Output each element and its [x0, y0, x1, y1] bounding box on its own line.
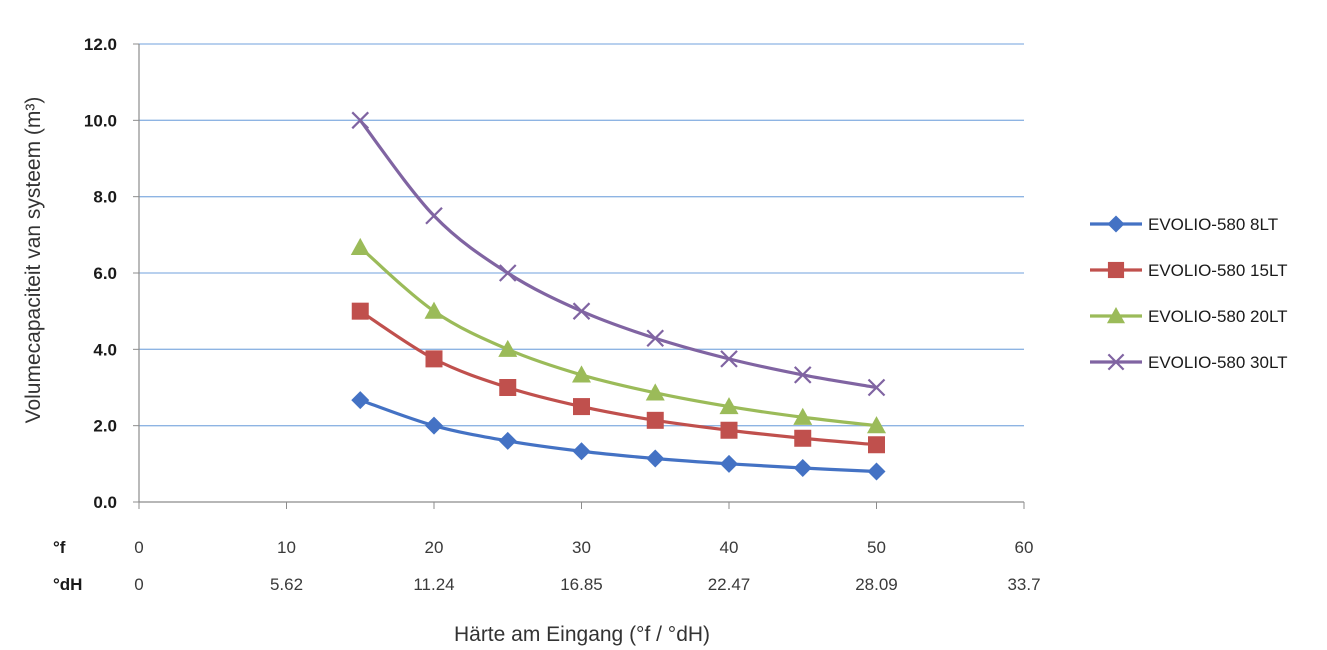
legend-marker [1107, 261, 1125, 279]
data-point [351, 302, 369, 320]
data-point [573, 398, 590, 416]
x-marker-stroke [572, 302, 591, 320]
data-point [499, 379, 517, 396]
data-point [867, 462, 886, 481]
data-point [425, 350, 443, 368]
y-tick-label: 10.0 [84, 111, 117, 130]
x-marker-stroke [351, 111, 370, 130]
data-point [425, 206, 443, 225]
data-point [720, 350, 738, 368]
legend-marker [1106, 306, 1126, 324]
data-point [498, 339, 518, 357]
legend-label: EVOLIO-580 30LT [1148, 353, 1288, 372]
data-point [720, 454, 738, 473]
data-point [572, 365, 591, 383]
y-tick-label: 6.0 [93, 264, 117, 283]
x-marker-stroke [1107, 353, 1125, 371]
data-point [351, 391, 370, 410]
x-tick-label: 0 [134, 575, 143, 594]
x-tick-label: 16.85 [560, 575, 603, 594]
series-4 [351, 111, 886, 397]
y-axis-title: Volumecapaciteit van systeem (m³) [22, 97, 45, 424]
data-point [424, 301, 444, 319]
data-point [645, 383, 665, 401]
data-point [572, 302, 591, 320]
data-point [793, 459, 812, 478]
y-tick-label: 2.0 [93, 417, 117, 436]
x-tick-label: 5.62 [270, 575, 303, 594]
data-point [498, 431, 517, 450]
x-tick-label: 30 [572, 538, 591, 557]
legend-item: EVOLIO-580 20LT [1090, 306, 1288, 326]
data-point [793, 407, 813, 425]
legend: EVOLIO-580 8LT EVOLIO-580 15LT EVOLIO-580 … [1090, 215, 1288, 372]
legend-label: EVOLIO-580 20LT [1148, 307, 1288, 326]
data-point [351, 111, 370, 130]
series-line [358, 245, 879, 428]
x-marker-stroke [425, 206, 443, 225]
x-tick-label: 28.09 [855, 575, 898, 594]
data-point [867, 416, 886, 434]
data-point [646, 329, 665, 348]
data-point [498, 264, 517, 282]
x-tick-label: 60 [1015, 538, 1034, 557]
series-group [350, 111, 886, 481]
data-point [719, 397, 739, 415]
legend-item: EVOLIO-580 15LT [1090, 261, 1288, 280]
x-tick-label: 22.47 [708, 575, 751, 594]
y-tick-labels: 0.0 2.0 4.0 6.0 8.0 10.0 12.0 [84, 35, 117, 512]
x-marker-stroke [720, 350, 738, 368]
x-row-label: °f [53, 538, 66, 557]
data-point [572, 442, 591, 461]
data-point [646, 449, 665, 468]
x-tick-labels: °f 0 10 20 30 40 50 60 °dH 0 5.62 11.24 16.85 22.47 28… [53, 538, 1041, 594]
y-tick-label: 12.0 [84, 35, 117, 54]
x-marker-stroke [867, 378, 886, 397]
x-tick-label: 33.7 [1007, 575, 1040, 594]
legend-marker [1107, 353, 1125, 371]
x-marker-stroke [646, 329, 665, 348]
legend-item: EVOLIO-580 30LT [1090, 353, 1288, 372]
legend-label: EVOLIO-580 8LT [1148, 215, 1278, 234]
series-2 [351, 302, 885, 454]
data-point [720, 421, 738, 439]
series-3 [350, 237, 886, 434]
x-tick-label: 0 [134, 538, 143, 557]
x-tick-label: 50 [867, 538, 886, 557]
y-tick-label: 0.0 [93, 493, 117, 512]
legend-marker [1107, 215, 1125, 233]
data-point [793, 366, 812, 384]
data-point [794, 429, 812, 447]
series-1 [351, 391, 886, 481]
data-point [425, 416, 443, 435]
axes [133, 43, 1025, 509]
data-point [646, 411, 664, 429]
x-marker-stroke [793, 366, 812, 384]
legend-label: EVOLIO-580 15LT [1148, 261, 1288, 280]
x-tick-label: 10 [277, 538, 296, 557]
y-tick-label: 4.0 [93, 340, 117, 359]
x-row-label: °dH [53, 575, 82, 594]
x-marker-stroke [498, 264, 517, 282]
data-point [867, 378, 886, 397]
series-line [358, 118, 879, 390]
data-point [350, 237, 370, 256]
y-tick-label: 8.0 [93, 188, 117, 207]
x-tick-label: 40 [720, 538, 739, 557]
data-point [868, 436, 885, 454]
x-tick-label: 20 [425, 538, 444, 557]
x-tick-label: 11.24 [413, 575, 454, 594]
x-axis-title: Härte am Eingang (°f / °dH) [454, 623, 710, 646]
legend-item: EVOLIO-580 8LT [1090, 215, 1278, 234]
